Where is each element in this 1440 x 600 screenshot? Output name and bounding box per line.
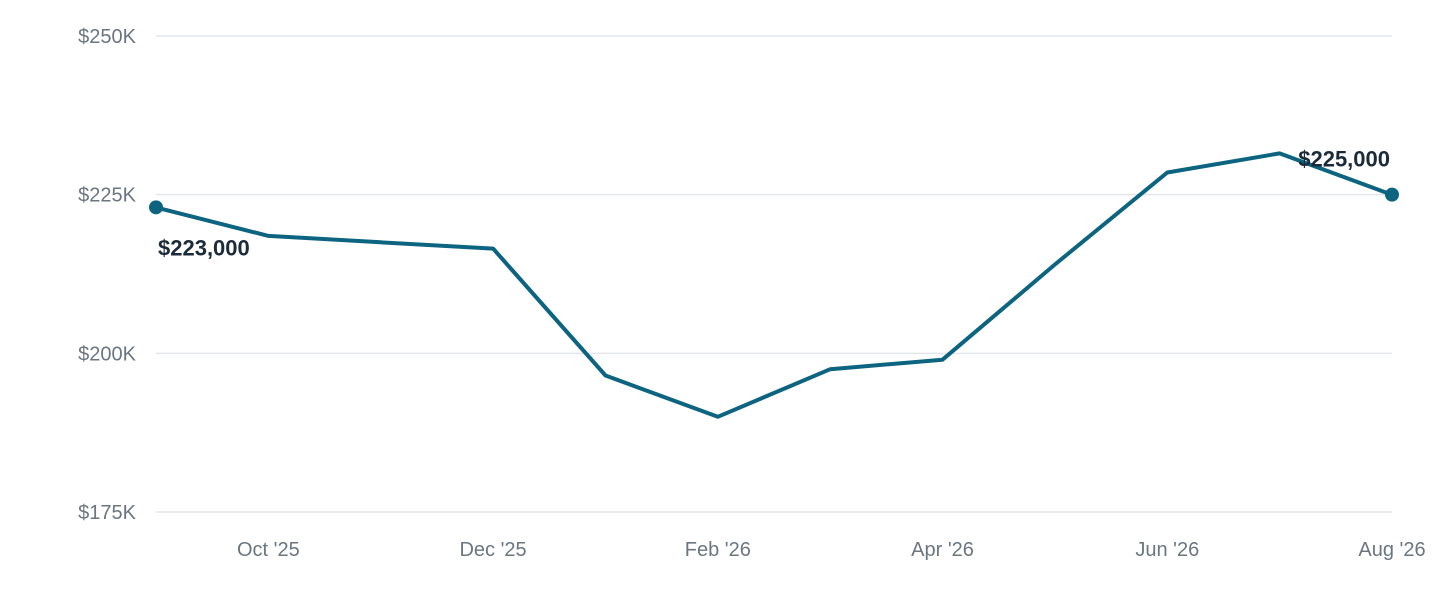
data-label: $223,000 [158, 235, 250, 260]
x-tick-label: Aug '26 [1358, 539, 1425, 561]
x-tick-label: Feb '26 [685, 539, 751, 561]
y-tick-label: $225K [78, 185, 136, 207]
y-tick-label: $250K [78, 26, 136, 48]
series-line [154, 151, 1394, 419]
x-tick-label: Dec '25 [459, 539, 526, 561]
x-axis-ticks: Oct '25 Dec '25 Feb '26 Apr '26 Jun '26 Aug '… [237, 539, 1426, 561]
grid-lines [156, 35, 1392, 513]
y-axis-ticks: $250K $225K $200K $175K [78, 26, 136, 524]
x-tick-label: Oct '25 [237, 539, 300, 561]
y-tick-label: $175K [78, 502, 136, 524]
data-label: $225,000 [1298, 147, 1390, 172]
y-tick-label: $200K [78, 343, 136, 365]
data-labels: $223,000 $225,000 [158, 147, 1390, 261]
x-tick-label: Jun '26 [1135, 539, 1199, 561]
series-layer [149, 151, 1399, 419]
data-point [1385, 187, 1399, 202]
x-tick-label: Apr '26 [911, 539, 974, 561]
data-point [149, 200, 163, 215]
